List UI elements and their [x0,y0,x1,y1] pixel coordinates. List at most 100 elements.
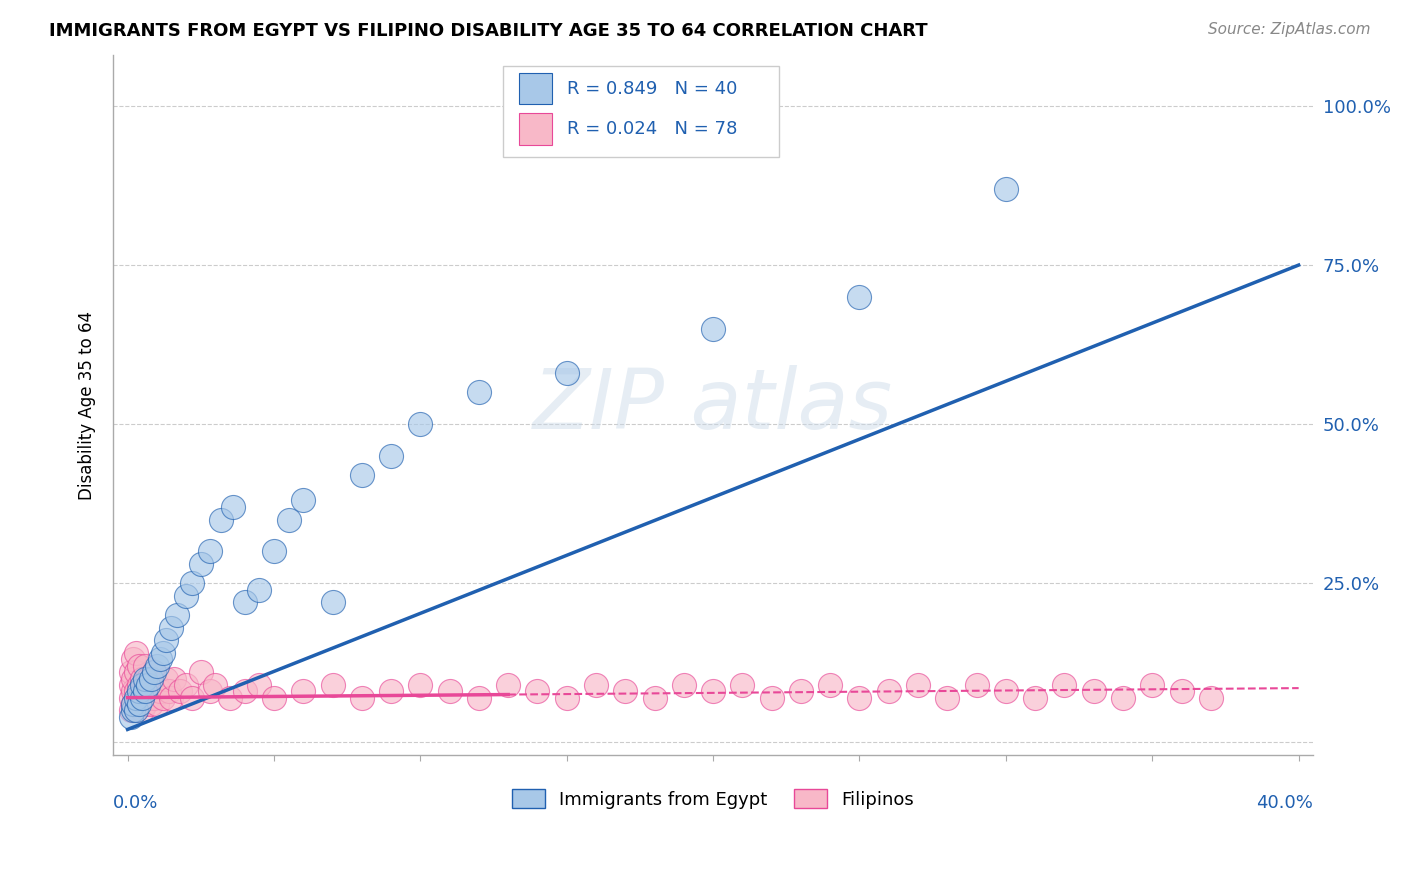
Point [125,690,148,705]
Point [1112,690,1135,705]
Legend: Immigrants from Egypt, Filipinos: Immigrants from Egypt, Filipinos [505,782,921,816]
Point [380,449,402,463]
Point [761,690,783,705]
Text: Source: ZipAtlas.com: Source: ZipAtlas.com [1208,22,1371,37]
Point [292,493,315,508]
Point [131,703,153,717]
Y-axis label: Disability Age 35 to 64: Disability Age 35 to 64 [79,310,96,500]
Point [146,678,169,692]
Point [409,678,432,692]
Point [128,678,150,692]
Point [166,607,188,622]
Point [122,697,145,711]
Point [409,417,432,431]
Point [169,684,191,698]
Point [131,690,153,705]
Point [146,658,169,673]
Point [263,544,285,558]
Point [321,595,343,609]
Point [190,665,212,680]
Point [134,684,156,698]
Text: 0.0%: 0.0% [112,794,159,812]
Point [219,690,242,705]
Point [321,678,343,692]
Point [152,646,174,660]
Point [292,684,315,698]
Point [125,646,148,660]
Point [204,678,226,692]
Point [149,684,172,698]
Text: 40.0%: 40.0% [1257,794,1313,812]
Text: R = 0.024   N = 78: R = 0.024 N = 78 [567,120,737,138]
Point [380,684,402,698]
Point [134,697,156,711]
Point [139,672,162,686]
FancyBboxPatch shape [503,66,779,157]
Point [233,595,256,609]
Point [818,678,841,692]
Point [122,697,145,711]
Point [585,678,607,692]
Point [644,690,666,705]
Point [350,690,373,705]
Point [139,678,162,692]
Point [128,658,150,673]
Point [125,665,148,680]
Point [198,684,221,698]
Point [128,697,150,711]
Point [125,684,148,698]
Point [160,621,183,635]
Text: R = 0.849   N = 40: R = 0.849 N = 40 [567,79,737,97]
Point [966,678,988,692]
Point [1142,678,1164,692]
Point [468,385,491,400]
Point [848,690,870,705]
Point [142,690,165,705]
Point [142,665,165,680]
Point [222,500,245,514]
Point [439,684,461,698]
Point [155,633,177,648]
Point [120,665,142,680]
Point [152,690,174,705]
Point [702,321,724,335]
Point [131,672,153,686]
Text: IMMIGRANTS FROM EGYPT VS FILIPINO DISABILITY AGE 35 TO 64 CORRELATION CHART: IMMIGRANTS FROM EGYPT VS FILIPINO DISABI… [49,22,928,40]
Point [131,684,153,698]
Point [263,690,285,705]
Text: ZIP atlas: ZIP atlas [533,365,893,445]
Point [120,678,142,692]
Point [157,684,180,698]
Point [526,684,548,698]
Point [181,690,204,705]
Point [731,678,754,692]
Point [848,290,870,304]
Point [350,468,373,483]
Point [247,678,270,692]
Point [555,690,578,705]
Point [1170,684,1192,698]
Point [136,678,159,692]
Point [174,678,197,692]
Point [128,690,150,705]
Point [160,690,183,705]
Point [155,672,177,686]
Point [233,684,256,698]
Point [163,672,186,686]
Point [128,684,150,698]
Point [614,684,637,698]
Bar [519,113,553,145]
Point [122,652,145,666]
Point [496,678,519,692]
Point [134,658,156,673]
Point [125,703,148,717]
Point [555,366,578,380]
Point [136,672,159,686]
Point [146,697,169,711]
Point [247,582,270,597]
Point [936,690,959,705]
Point [994,684,1017,698]
Point [790,684,813,698]
Point [134,678,156,692]
Point [120,703,142,717]
